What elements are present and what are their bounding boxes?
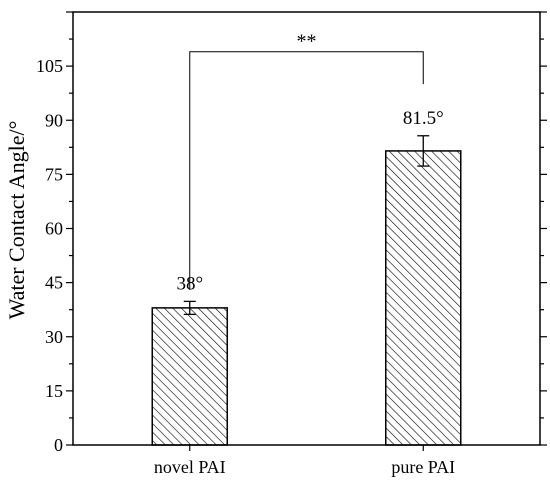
bar: [385, 150, 462, 446]
y-tick-label: 90: [45, 110, 63, 130]
y-axis-title: Water Contact Angle/°: [4, 121, 29, 320]
significance-bracket: [189, 51, 424, 290]
y-tick-label: 105: [36, 56, 63, 76]
y-tick-label: 30: [45, 327, 63, 347]
data-label: 81.5°: [403, 108, 444, 129]
y-tick-label: 15: [45, 381, 63, 401]
y-tick-label: 45: [45, 273, 63, 293]
y-tick-label: 60: [45, 219, 63, 239]
bar: [151, 307, 228, 446]
x-tick-label: pure PAI: [391, 457, 455, 477]
y-tick-label: 75: [45, 164, 63, 184]
significance-label: **: [297, 31, 317, 53]
plot-frame: [72, 11, 541, 446]
x-tick-label: novel PAI: [154, 457, 226, 477]
y-tick-label: 0: [54, 435, 63, 455]
